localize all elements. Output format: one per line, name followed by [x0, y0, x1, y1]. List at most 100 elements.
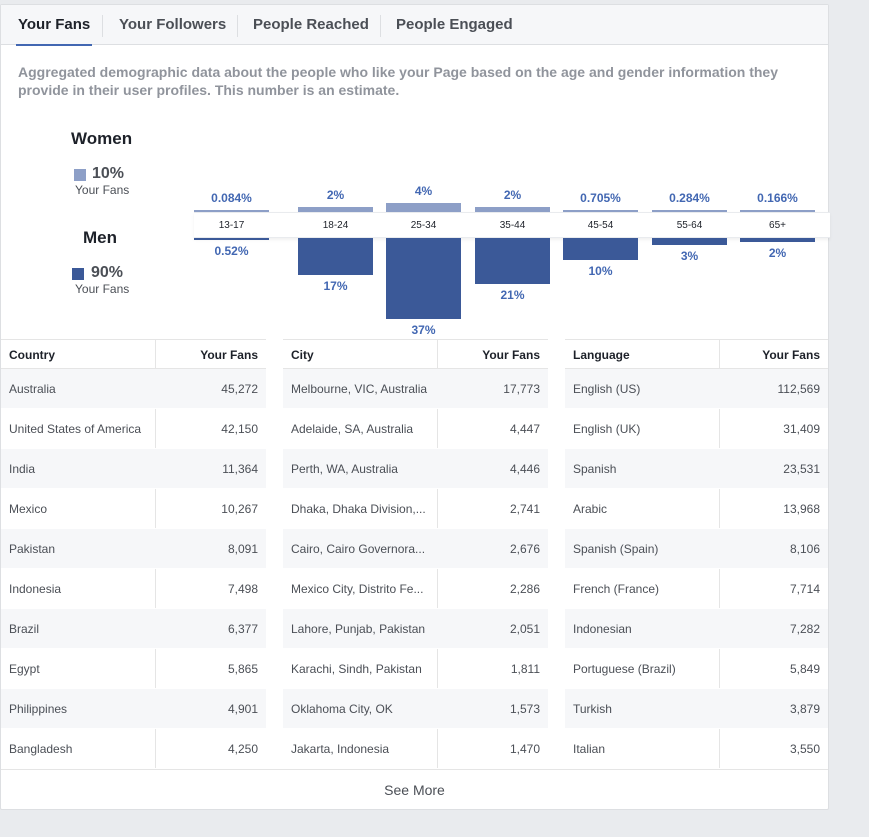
men-bar[interactable]: [740, 238, 815, 243]
table-row: Mexico 10,267: [1, 489, 266, 529]
cell-name: Indonesian: [573, 622, 632, 636]
table-row: Spanish (Spain) 8,106: [565, 529, 828, 569]
tab-divider: [237, 15, 238, 37]
cell-fans: 1,811: [510, 662, 540, 676]
women-bar[interactable]: [740, 210, 815, 212]
tab-divider: [380, 15, 381, 37]
tab-people-engaged[interactable]: People Engaged: [396, 16, 513, 33]
cell-name: Karachi, Sindh, Pakistan: [291, 662, 422, 676]
table-row: French (France) 7,714: [565, 569, 828, 609]
men-bar[interactable]: [652, 238, 727, 245]
cell-name: French (France): [573, 582, 660, 596]
column-header-name[interactable]: City: [291, 348, 314, 362]
cell-fans: 4,447: [509, 422, 540, 436]
table-header: Country Your Fans: [1, 339, 266, 369]
legend-women-pct: 10%: [92, 165, 125, 182]
men-bar[interactable]: [386, 238, 461, 320]
table-row: English (US) 112,569: [565, 369, 828, 409]
table-row: Adelaide, SA, Australia 4,447: [283, 409, 548, 449]
tab-your-fans[interactable]: Your Fans: [15, 5, 93, 46]
cell-name: Italian: [573, 742, 606, 756]
cell-name: Indonesia: [9, 582, 62, 596]
cell-fans: 4,446: [509, 462, 540, 476]
audience-panel: Your Fans Your Followers People Reached …: [0, 4, 830, 810]
men-pct-label: 10%: [588, 264, 613, 278]
legend-men-swatch: [72, 268, 84, 280]
cell-fans: 5,849: [789, 662, 820, 676]
women-pct-label: 2%: [503, 188, 522, 203]
age-label: 25-34: [410, 220, 437, 231]
table-row: Indonesian 7,282: [565, 609, 828, 649]
table-row: Australia 45,272: [1, 369, 266, 409]
men-pct-label: 17%: [323, 279, 348, 294]
column-header-fans[interactable]: Your Fans: [200, 348, 258, 362]
cell-name: India: [9, 462, 36, 476]
age-axis-band: 13-17 18-24 25-34 35-44 45-54 55-64 65+: [194, 212, 830, 238]
women-bar[interactable]: [563, 210, 638, 212]
cell-fans: 7,498: [227, 582, 258, 596]
cell-name: Spanish: [573, 462, 617, 476]
table-row: Philippines 4,901: [1, 689, 266, 729]
column-header-fans[interactable]: Your Fans: [762, 348, 820, 362]
table-row: Turkish 3,879: [565, 689, 828, 729]
table-row: India 11,364: [1, 449, 266, 489]
column-header-fans[interactable]: Your Fans: [482, 348, 540, 362]
women-bar[interactable]: [298, 207, 373, 212]
cell-fans: 45,272: [221, 382, 258, 396]
age-label: 65+: [769, 220, 786, 231]
cell-fans: 2,286: [509, 582, 540, 596]
women-bar[interactable]: [386, 202, 461, 212]
cell-name: Pakistan: [9, 542, 56, 556]
women-pct-label: 0.166%: [757, 191, 798, 205]
cell-name: English (UK): [573, 422, 641, 436]
cell-name: Bangladesh: [9, 742, 73, 756]
table-row: Melbourne, VIC, Australia 17,773: [283, 369, 548, 409]
cell-name: Portuguese (Brazil): [573, 662, 676, 676]
legend-men-title: Men: [83, 228, 117, 247]
cell-name: Brazil: [9, 622, 40, 636]
men-bar[interactable]: [194, 238, 269, 240]
tab-people-reached[interactable]: People Reached: [253, 16, 369, 33]
table-row: Pakistan 8,091: [1, 529, 266, 569]
women-pct-label: 0.705%: [580, 191, 621, 205]
page-description: Aggregated demographic data about the pe…: [18, 64, 778, 98]
age-label: 45-54: [587, 220, 614, 231]
women-bar[interactable]: [475, 207, 550, 212]
table-row: Bangladesh 4,250: [1, 729, 266, 769]
cell-name: Melbourne, VIC, Australia: [291, 382, 428, 396]
men-bar[interactable]: [298, 238, 373, 276]
cell-name: Philippines: [9, 702, 68, 716]
table-row: Brazil 6,377: [1, 609, 266, 649]
tab-your-followers[interactable]: Your Followers: [119, 16, 227, 33]
age-label: 18-24: [322, 220, 349, 231]
table-row: English (UK) 31,409: [565, 409, 828, 449]
table-row: Lahore, Punjab, Pakistan 2,051: [283, 609, 548, 649]
cell-name: Dhaka, Dhaka Division,...: [291, 502, 426, 516]
cell-name: Australia: [9, 382, 56, 396]
cell-fans: 6,377: [227, 622, 258, 636]
column-header-name[interactable]: Language: [573, 348, 630, 362]
cell-fans: 17,773: [503, 382, 540, 396]
cell-fans: 1,470: [509, 742, 540, 756]
cell-name: Arabic: [573, 502, 608, 516]
men-pct-label: 0.52%: [214, 244, 249, 258]
table-row: Arabic 13,968: [565, 489, 828, 529]
women-bar[interactable]: [652, 210, 727, 212]
column-header-name[interactable]: Country: [9, 348, 55, 362]
cell-name: Lahore, Punjab, Pakistan: [291, 622, 426, 636]
women-pct-label: 0.284%: [669, 191, 710, 205]
men-bar[interactable]: [563, 238, 638, 260]
cell-fans: 42,150: [221, 422, 258, 436]
women-pct-label: 0.084%: [211, 191, 252, 205]
see-more-button[interactable]: See More: [1, 769, 828, 809]
table-row: Jakarta, Indonesia 1,470: [283, 729, 548, 769]
legend-women-swatch: [74, 169, 86, 181]
table-row: Egypt 5,865: [1, 649, 266, 689]
men-bar[interactable]: [475, 238, 550, 285]
table-row: Mexico City, Distrito Fe... 2,286: [283, 569, 548, 609]
table-row: Spanish 23,531: [565, 449, 828, 489]
women-bar[interactable]: [194, 210, 269, 212]
cell-fans: 4,250: [227, 742, 258, 756]
cell-fans: 5,865: [227, 662, 258, 676]
women-pct-label: 4%: [414, 183, 433, 198]
